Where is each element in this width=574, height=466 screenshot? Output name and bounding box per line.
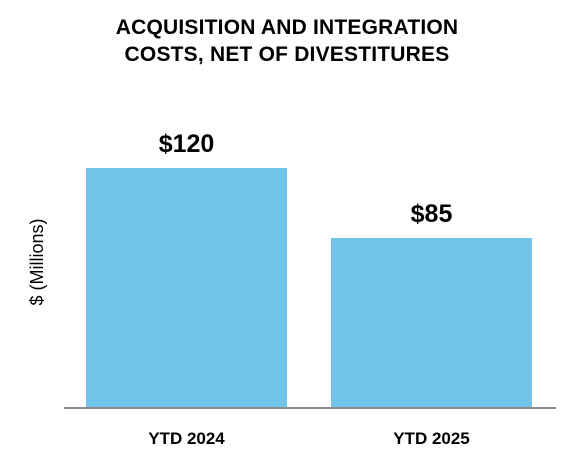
x-tick-label-2: YTD 2025 [393,429,470,448]
chart-title: ACQUISITION AND INTEGRATION COSTS, NET O… [0,14,574,68]
y-axis-label: $ (Millions) [27,218,47,305]
bar-1 [86,168,287,408]
bar-2 [331,238,532,408]
bars-group: $120 YTD 2024 $85 YTD 2025 [86,130,532,448]
chart-title-line-2: COSTS, NET OF DIVESTITURES [124,43,450,66]
chart-title-line-1: ACQUISITION AND INTEGRATION [115,16,459,39]
bar-value-label-2: $85 [411,200,453,228]
bar-value-label-1: $120 [159,130,215,158]
x-tick-label-1: YTD 2024 [148,429,225,448]
